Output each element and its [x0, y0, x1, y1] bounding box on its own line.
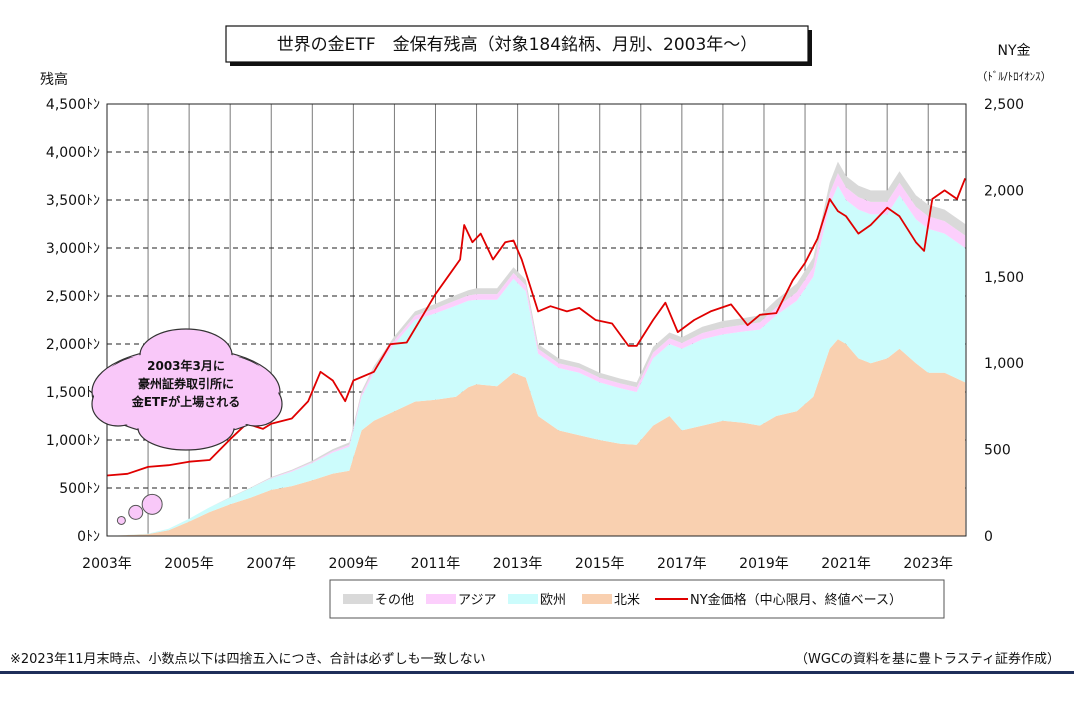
y-left-tick-label: 1,000ﾄﾝ [46, 433, 100, 449]
y-right-tick-label: 2,000 [984, 183, 1024, 199]
legend-swatch [508, 594, 538, 604]
y-left-tick-label: 1,500ﾄﾝ [46, 385, 100, 401]
callout-bubble [116, 515, 126, 525]
area-その他 [117, 161, 966, 536]
y-left-tick-label: 2,500ﾄﾝ [46, 289, 100, 305]
bottom-rule [0, 671, 1074, 674]
legend-label: 北米 [614, 593, 640, 608]
x-tick-label: 2021年 [821, 556, 871, 572]
callout-cloud-fill [141, 330, 231, 380]
x-tick-label: 2003年 [82, 556, 132, 572]
callout-cloud-fill [139, 407, 233, 449]
callout-bubble [128, 504, 144, 520]
line-ny-gold-price [106, 177, 967, 477]
area-アジア [117, 173, 966, 536]
y-right-axis-unit: （ﾄﾞﾙ/ﾄﾛｲｵﾝｽ） [976, 70, 1051, 83]
callout-text: 金ETFが上場される [131, 394, 241, 409]
y-right-tick-label: 2,500 [984, 97, 1024, 113]
y-right-tick-label: 0 [984, 529, 993, 545]
y-right-tick-label: 1,500 [984, 270, 1024, 286]
legend: その他 アジア 欧州 北米 NY金価格（中心限月、終値ベース） [329, 579, 945, 619]
legend-label: アジア [458, 593, 496, 608]
legend-label: 欧州 [540, 593, 566, 608]
y-left-tick-label: 3,000ﾄﾝ [46, 241, 100, 257]
y-right-axis-title: NY金 [997, 43, 1030, 59]
x-tick-label: 2009年 [329, 556, 379, 572]
gold-price-line [106, 177, 967, 477]
x-tick-label: 2005年 [164, 556, 214, 572]
callout-cloud [91, 328, 283, 451]
y-left-tick-label: 4,500ﾄﾝ [46, 97, 100, 113]
y-right-tick-label: 500 [984, 443, 1011, 459]
x-tick-label: 2023年 [903, 556, 953, 572]
y-left-tick-label: 2,000ﾄﾝ [46, 337, 100, 353]
legend-swatch [343, 594, 373, 604]
y-left-tick-label: 0ﾄﾝ [77, 529, 100, 545]
x-tick-label: 2019年 [739, 556, 789, 572]
chart-title-box: 世界の金ETF 金保有残高（対象184銘柄、月別、2003年～） [225, 25, 812, 66]
chart-title: 世界の金ETF 金保有残高（対象184銘柄、月別、2003年～） [277, 35, 758, 55]
legend-swatch [582, 594, 612, 604]
callout-text: 豪州証券取引所に [138, 376, 234, 391]
axes: 0ﾄﾝ 500ﾄﾝ 1,000ﾄﾝ 1,500ﾄﾝ 2,000ﾄﾝ 2,500ﾄﾝ 3,00… [40, 43, 1052, 572]
source-note: （WGCの資料を基に豊トラスティ証券作成） [795, 652, 1060, 667]
chart: 0ﾄﾝ 500ﾄﾝ 1,000ﾄﾝ 1,500ﾄﾝ 2,000ﾄﾝ 2,500ﾄﾝ 3,00… [40, 25, 1052, 619]
x-tick-label: 2015年 [575, 556, 625, 572]
callout-bubble [141, 493, 163, 515]
legend-label: NY金価格（中心限月、終値ベース） [690, 592, 902, 608]
legend-swatch [426, 594, 456, 604]
plot-frame [106, 103, 967, 537]
bubbles [116, 493, 163, 525]
x-tick-label: 2011年 [411, 556, 461, 572]
x-tick-label: 2013年 [493, 556, 543, 572]
y-left-tick-label: 3,500ﾄﾝ [46, 193, 100, 209]
callout-cloud-fill [93, 383, 143, 425]
y-left-tick-label: 4,000ﾄﾝ [46, 145, 100, 161]
y-left-axis-title: 残高 [40, 71, 68, 88]
area-北米 [117, 339, 966, 536]
callout-text: 2003年3月に [147, 358, 225, 373]
y-left-tick-label: 500ﾄﾝ [59, 481, 100, 497]
y-right-tick-label: 1,000 [984, 356, 1024, 372]
x-tick-label: 2017年 [657, 556, 707, 572]
area-欧州 [117, 185, 966, 536]
callout-cloud-fill [231, 383, 281, 425]
legend-box [329, 579, 945, 619]
legend-label: その他 [375, 593, 414, 608]
stacked-areas [117, 161, 966, 536]
title-box [225, 25, 809, 63]
x-tick-label: 2007年 [246, 556, 296, 572]
footnote: ※2023年11月末時点、小数点以下は四捨五入につき、合計は必ずしも一致しない [10, 652, 486, 667]
